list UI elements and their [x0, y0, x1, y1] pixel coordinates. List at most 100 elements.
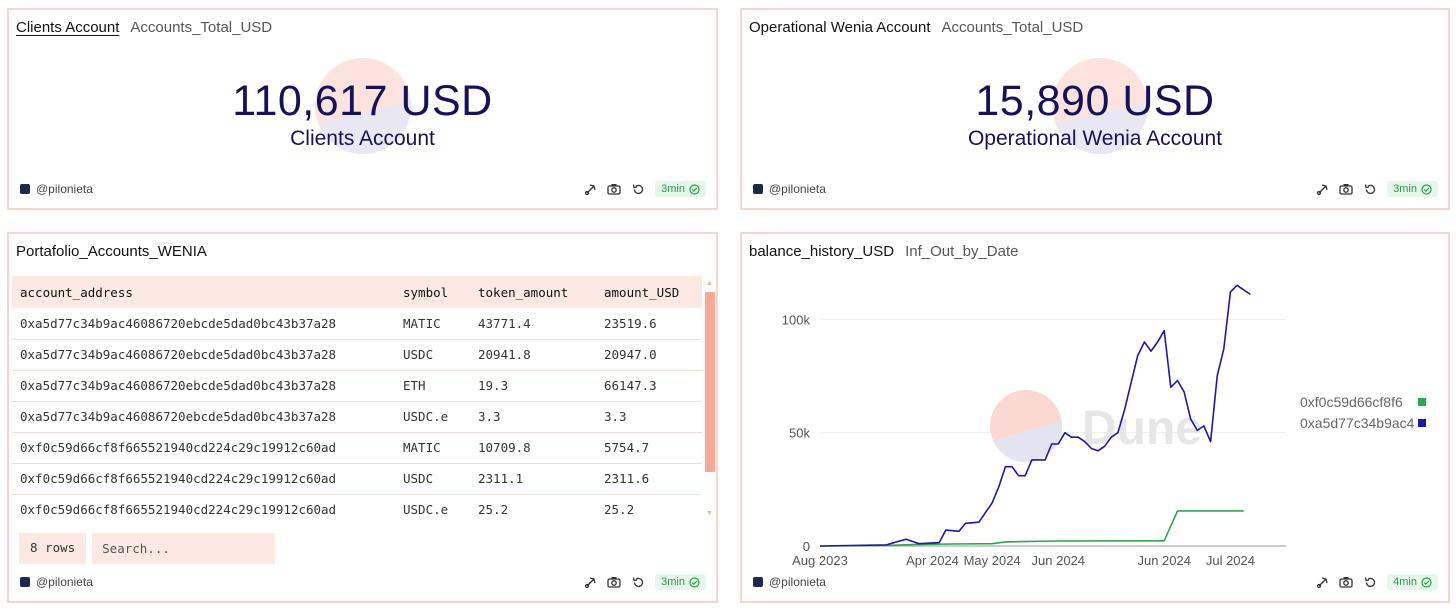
balance-history-title[interactable]: balance_history_USD — [749, 243, 895, 260]
dune-watermark-icon — [315, 58, 411, 154]
fork-icon[interactable] — [1315, 182, 1329, 196]
table-controls: 8 rows — [19, 533, 276, 564]
balance-history-panel: balance_history_USD Inf_Out_by_Date Dune… — [740, 232, 1450, 603]
column-header-amount-usd[interactable]: amount_USD — [604, 284, 680, 300]
clients-account-panel: Clients Account Accounts_Total_USD 110,6… — [7, 8, 718, 210]
refresh-icon[interactable] — [1363, 575, 1377, 589]
cell-account-address: 0xf0c59d66cf8f665521940cd224c29c19912c60… — [12, 494, 395, 521]
panel-subtitle: Accounts_Total_USD — [130, 19, 273, 36]
y-tick-label: 50k — [789, 426, 810, 441]
table-row: 0xa5d77c34b9ac46086720ebcde5dad0bc43b37a… — [12, 308, 702, 340]
fork-icon[interactable] — [583, 575, 597, 589]
legend-item[interactable]: 0xa5d77c34b9ac4 — [1300, 412, 1426, 433]
camera-icon[interactable] — [607, 182, 621, 196]
scroll-down-arrow-icon[interactable]: ▼ — [706, 510, 713, 517]
legend-label: 0xf0c59d66cf8f6 — [1300, 393, 1403, 410]
avatar — [20, 184, 30, 194]
refresh-time: 3min — [661, 576, 685, 588]
camera-icon[interactable] — [1339, 182, 1353, 196]
panel-title: Operational Wenia Account Accounts_Total… — [749, 19, 1083, 36]
cell-symbol: USDC — [395, 339, 470, 371]
panel-subtitle: Inf_Out_by_Date — [905, 243, 1019, 260]
cell-symbol: USDC — [395, 463, 470, 495]
panel-footer: @pilonieta 3min — [753, 179, 1438, 199]
column-header-token-amount[interactable]: token_amount — [478, 284, 569, 300]
cell-amount-usd: 5754.7 — [596, 432, 702, 464]
counter: 110,617 USD Clients Account — [9, 76, 716, 152]
x-axis: Aug 2023 Apr 2024 May 2024 Jun 2024 Jun 2024… — [792, 553, 1255, 568]
cell-token-amount: 19.3 — [470, 370, 596, 402]
avatar — [20, 577, 30, 587]
cell-account-address: 0xa5d77c34b9ac46086720ebcde5dad0bc43b37a… — [12, 308, 395, 340]
column-header-account-address[interactable]: account_address — [20, 284, 133, 300]
y-tick-label: 0 — [803, 539, 810, 554]
panel-title: balance_history_USD Inf_Out_by_Date — [749, 243, 1019, 260]
table-row: 0xa5d77c34b9ac46086720ebcde5dad0bc43b37a… — [12, 339, 702, 371]
operational-account-panel: Operational Wenia Account Accounts_Total… — [740, 8, 1450, 210]
cell-token-amount: 20941.8 — [470, 339, 596, 371]
operational-account-link[interactable]: Operational Wenia Account — [749, 19, 931, 36]
refresh-icon[interactable] — [631, 182, 645, 196]
table-search-input[interactable] — [92, 533, 276, 564]
cell-amount-usd: 2311.6 — [596, 463, 702, 495]
legend-label: 0xa5d77c34b9ac4 — [1300, 414, 1414, 431]
balance-history-chart: Dune 0 50k 100k Aug 2023 Apr 2024 May 2024 Ju… — [782, 284, 1286, 568]
table-header-row: account_address symbol token_amount amou… — [12, 276, 702, 308]
table-scrollbar[interactable]: ▲ ▼ — [704, 276, 716, 521]
cell-token-amount: 43771.4 — [470, 308, 596, 340]
camera-icon[interactable] — [1339, 575, 1353, 589]
owner[interactable]: @pilonieta — [753, 182, 826, 196]
x-tick-label: May 2024 — [964, 553, 1021, 568]
portfolio-title[interactable]: Portafolio_Accounts_WENIA — [16, 243, 207, 260]
x-tick-label: Aug 2023 — [792, 553, 848, 568]
owner[interactable]: @pilonieta — [20, 575, 93, 589]
cell-symbol: USDC.e — [395, 401, 470, 433]
cell-account-address: 0xa5d77c34b9ac46086720ebcde5dad0bc43b37a… — [12, 370, 395, 402]
portfolio-table: account_address symbol token_amount amou… — [12, 276, 702, 521]
cell-amount-usd: 66147.3 — [596, 370, 702, 402]
column-header-symbol[interactable]: symbol — [403, 284, 449, 300]
clients-account-link[interactable]: Clients Account — [16, 19, 120, 36]
refresh-time: 3min — [1393, 183, 1417, 195]
legend-item[interactable]: 0xf0c59d66cf8f6 — [1300, 391, 1426, 412]
dune-watermark-text: Dune — [1082, 402, 1202, 455]
cell-account-address: 0xa5d77c34b9ac46086720ebcde5dad0bc43b37a… — [12, 339, 395, 371]
cell-account-address: 0xa5d77c34b9ac46086720ebcde5dad0bc43b37a… — [12, 401, 395, 433]
legend-swatch — [1418, 418, 1426, 427]
scroll-thumb[interactable] — [705, 292, 715, 472]
check-icon — [1421, 576, 1432, 588]
camera-icon[interactable] — [607, 575, 621, 589]
refresh-badge: 3min — [655, 574, 706, 590]
portfolio-table-panel: Portafolio_Accounts_WENIA account_addres… — [7, 232, 718, 603]
refresh-icon[interactable] — [1363, 182, 1377, 196]
refresh-badge: 3min — [1387, 181, 1438, 197]
cell-symbol: ETH — [395, 370, 470, 402]
owner-name: @pilonieta — [36, 575, 93, 589]
owner-name: @pilonieta — [769, 182, 826, 196]
owner[interactable]: @pilonieta — [753, 575, 826, 589]
check-icon — [1421, 183, 1432, 195]
fork-icon[interactable] — [1315, 575, 1329, 589]
cell-account-address: 0xf0c59d66cf8f665521940cd224c29c19912c60… — [12, 432, 395, 464]
panel-footer: @pilonieta 3min — [20, 179, 706, 199]
cell-token-amount: 10709.8 — [470, 432, 596, 464]
chart-series — [819, 284, 1251, 547]
refresh-time: 3min — [661, 183, 685, 195]
y-tick-label: 100k — [782, 312, 811, 327]
owner-name: @pilonieta — [36, 182, 93, 196]
owner[interactable]: @pilonieta — [20, 182, 93, 196]
panel-footer: @pilonieta 3min — [20, 572, 706, 592]
cell-amount-usd: 20947.0 — [596, 339, 702, 371]
counter: 15,890 USD Operational Wenia Account — [742, 76, 1448, 152]
fork-icon[interactable] — [583, 182, 597, 196]
refresh-icon[interactable] — [631, 575, 645, 589]
cell-symbol: MATIC — [395, 432, 470, 464]
table-row: 0xa5d77c34b9ac46086720ebcde5dad0bc43b37a… — [12, 401, 702, 433]
cell-amount-usd: 3.3 — [596, 401, 702, 433]
check-icon — [689, 576, 700, 588]
row-count: 8 rows — [19, 533, 87, 564]
scroll-up-arrow-icon[interactable]: ▲ — [706, 280, 713, 287]
panel-title: Portafolio_Accounts_WENIA — [16, 243, 207, 260]
y-axis: 0 50k 100k — [782, 312, 811, 554]
cell-amount-usd: 23519.6 — [596, 308, 702, 340]
